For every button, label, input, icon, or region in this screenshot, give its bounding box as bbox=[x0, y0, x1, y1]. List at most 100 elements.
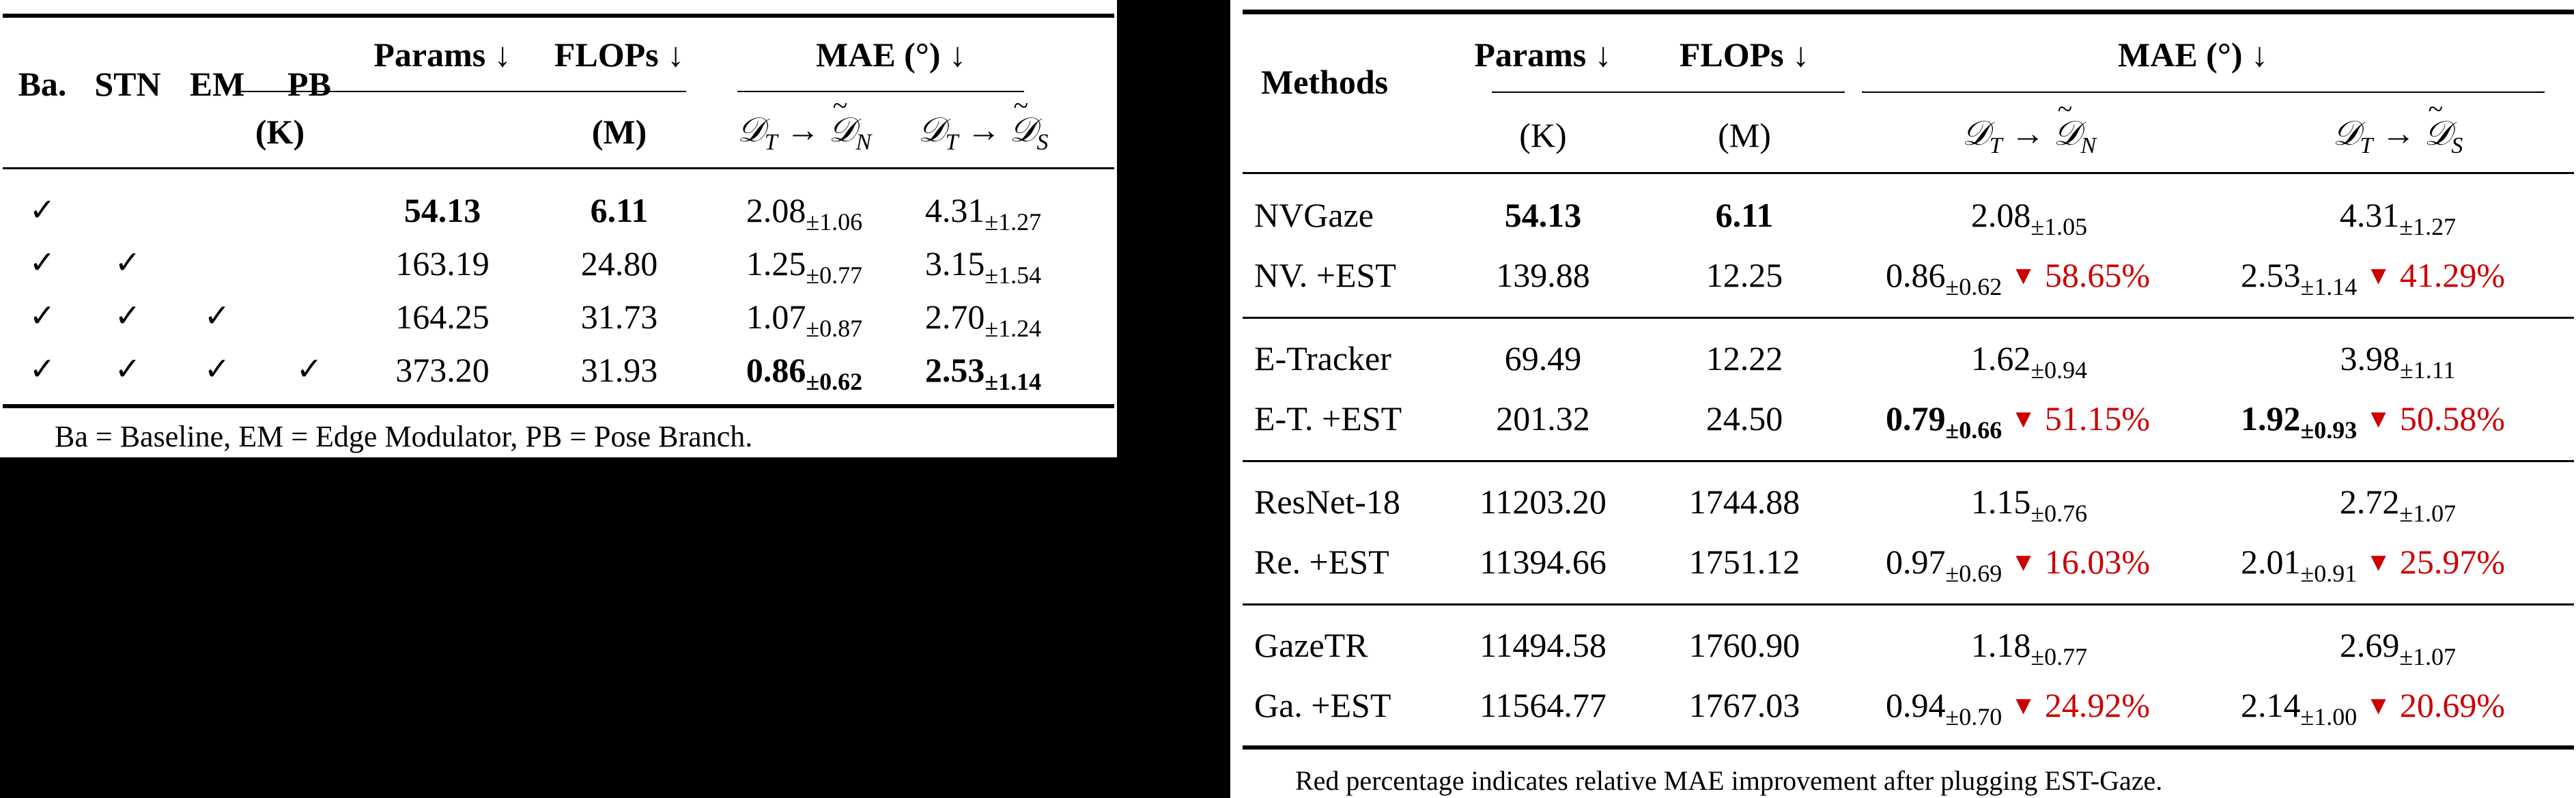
params-cell: 11494.58 bbox=[1480, 626, 1607, 664]
check-icon: ✓ bbox=[203, 298, 231, 333]
flops-cell: 24.50 bbox=[1705, 399, 1783, 438]
table-caption: Red percentage indicates relative MAE im… bbox=[1295, 765, 2163, 796]
flops-cell: 1760.90 bbox=[1688, 626, 1800, 664]
flops-cell: 6.11 bbox=[590, 191, 649, 229]
mae-n-cell: 0.86±0.62 bbox=[746, 351, 863, 395]
flops-cell: 1744.88 bbox=[1688, 483, 1800, 521]
improvement-badge: 24.92% bbox=[2044, 686, 2151, 724]
mae-n-cell: 1.62±0.94 bbox=[1970, 339, 2088, 384]
cmidrule-params-flops bbox=[239, 91, 686, 92]
col-header-flops: FLOPs ↓ bbox=[554, 35, 685, 74]
mae-n-cell: 0.79±0.66 ▼ 51.15% bbox=[1886, 399, 2151, 444]
params-cell: 164.25 bbox=[395, 298, 490, 336]
bottom-rule bbox=[3, 404, 1114, 408]
check-icon: ✓ bbox=[29, 245, 56, 280]
flops-cell: 1751.12 bbox=[1688, 543, 1800, 581]
method-name: Re. +EST bbox=[1254, 543, 1389, 581]
flops-cell: 6.11 bbox=[1715, 196, 1774, 234]
mae-n-cell: 0.86±0.62 ▼ 58.65% bbox=[1886, 256, 2151, 300]
mae-n-cell: 2.08±1.06 bbox=[746, 191, 863, 236]
flops-unit: (M) bbox=[1718, 116, 1771, 154]
improvement-badge: 25.97% bbox=[2399, 543, 2506, 581]
down-triangle-icon: ▼ bbox=[2010, 548, 2037, 577]
comparison-table: Methods Params ↓ FLOPs ↓ (K) (M) MAE (°)… bbox=[1230, 0, 2576, 798]
mae-s-cell: 3.98±1.11 bbox=[2340, 339, 2456, 384]
cmidrule-mae bbox=[1862, 91, 2545, 93]
improvement-badge: 20.69% bbox=[2399, 686, 2506, 724]
check-icon: ✓ bbox=[29, 352, 56, 386]
group-rule bbox=[1243, 603, 2574, 605]
improvement-badge: 50.58% bbox=[2399, 399, 2506, 438]
params-cell: 54.13 bbox=[1504, 196, 1582, 234]
check-icon: ✓ bbox=[29, 193, 56, 227]
header-rule bbox=[3, 167, 1114, 169]
improvement-badge: 41.29% bbox=[2399, 256, 2506, 294]
params-cell: 11564.77 bbox=[1480, 686, 1607, 724]
params-cell: 373.20 bbox=[395, 351, 490, 389]
improvement-badge: 16.03% bbox=[2044, 543, 2151, 581]
down-triangle-icon: ▼ bbox=[2365, 548, 2392, 577]
mae-s-cell: 4.31±1.27 bbox=[924, 191, 1042, 236]
header-rule bbox=[1243, 172, 2574, 174]
group-rule bbox=[1243, 460, 2574, 462]
mae-n-cell: 2.08±1.05 bbox=[1970, 196, 2088, 240]
down-triangle-icon: ▼ bbox=[2365, 261, 2392, 290]
mae-s-cell: 2.72±1.07 bbox=[2339, 483, 2457, 527]
col-header-methods: Methods bbox=[1261, 63, 1389, 101]
params-cell: 201.32 bbox=[1496, 399, 1590, 438]
col-header-flops: FLOPs ↓ bbox=[1679, 35, 1810, 74]
col-header-mae: MAE (°) ↓ bbox=[816, 35, 966, 74]
flops-cell: 31.73 bbox=[580, 298, 658, 336]
down-triangle-icon: ▼ bbox=[2010, 692, 2037, 720]
mae-s-cell: 2.53±1.14 bbox=[924, 351, 1042, 395]
mae-col-s-header: 𝒟T → 𝒟S bbox=[918, 92, 1049, 154]
table-caption: Ba = Baseline, EM = Edge Modulator, PB =… bbox=[55, 420, 753, 453]
params-cell: 11203.20 bbox=[1480, 483, 1607, 521]
down-triangle-icon: ▼ bbox=[2365, 405, 2392, 433]
mae-col-s-header: 𝒟T → 𝒟S bbox=[2333, 96, 2463, 158]
params-cell: 163.19 bbox=[395, 244, 490, 283]
check-icon: ✓ bbox=[296, 352, 323, 386]
flops-cell: 1767.03 bbox=[1688, 686, 1800, 724]
check-icon: ✓ bbox=[114, 245, 141, 280]
mae-col-n-header: 𝒟T → 𝒟N bbox=[1962, 96, 2096, 158]
top-rule bbox=[3, 14, 1114, 18]
mae-col-n-header: 𝒟T → 𝒟N bbox=[737, 92, 871, 154]
flops-cell: 12.25 bbox=[1705, 256, 1783, 294]
mae-n-cell: 1.25±0.77 bbox=[746, 244, 863, 289]
flops-cell: 31.93 bbox=[580, 351, 658, 389]
down-triangle-icon: ▼ bbox=[2010, 261, 2037, 290]
mae-n-cell: 1.15±0.76 bbox=[1970, 483, 2088, 527]
cmidrule-mae bbox=[737, 91, 1024, 92]
mae-n-cell: 0.94±0.70 ▼ 24.92% bbox=[1886, 686, 2151, 730]
params-cell: 11394.66 bbox=[1480, 543, 1607, 581]
mae-s-cell: 4.31±1.27 bbox=[2339, 196, 2457, 240]
group-rule bbox=[1243, 317, 2574, 319]
down-triangle-icon: ▼ bbox=[2010, 405, 2037, 433]
mae-s-cell: 2.14±1.00 ▼ 20.69% bbox=[2241, 686, 2506, 730]
check-icon: ✓ bbox=[203, 352, 231, 386]
params-cell: 69.49 bbox=[1504, 339, 1582, 377]
flops-cell: 12.22 bbox=[1705, 339, 1783, 377]
mae-s-cell: 2.69±1.07 bbox=[2339, 626, 2457, 670]
params-unit: (K) bbox=[255, 113, 305, 151]
check-icon: ✓ bbox=[114, 352, 141, 386]
col-header-params: Params ↓ bbox=[373, 35, 511, 74]
mae-s-cell: 3.15±1.54 bbox=[924, 244, 1042, 289]
params-cell: 54.13 bbox=[404, 191, 481, 229]
flops-unit: (M) bbox=[591, 113, 647, 151]
method-name: NVGaze bbox=[1254, 196, 1374, 234]
down-triangle-icon: ▼ bbox=[2365, 692, 2392, 720]
mae-s-cell: 1.92±0.93 ▼ 50.58% bbox=[2241, 399, 2506, 444]
method-name: Ga. +EST bbox=[1254, 686, 1391, 724]
cmidrule-params-flops bbox=[1492, 91, 1845, 93]
col-header-params: Params ↓ bbox=[1474, 35, 1612, 74]
method-name: GazeTR bbox=[1254, 626, 1368, 664]
flops-cell: 24.80 bbox=[580, 244, 658, 283]
col-header-ba: Ba. bbox=[18, 65, 67, 103]
top-rule bbox=[1243, 10, 2574, 14]
mae-s-cell: 2.01±0.91 ▼ 25.97% bbox=[2241, 543, 2506, 587]
improvement-badge: 51.15% bbox=[2044, 399, 2151, 438]
col-header-stn: STN bbox=[94, 65, 161, 103]
improvement-badge: 58.65% bbox=[2044, 256, 2151, 294]
